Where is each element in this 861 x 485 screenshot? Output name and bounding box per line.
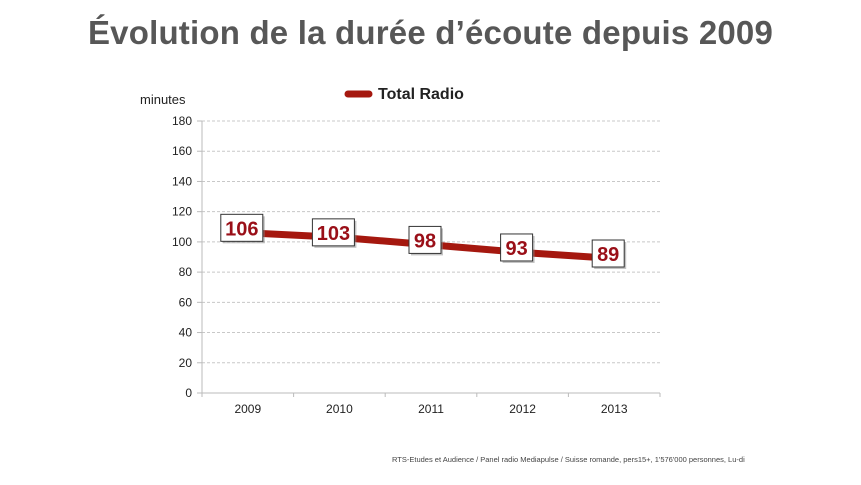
x-tick-label: 2013 (601, 402, 628, 416)
data-label-text: 103 (317, 223, 350, 245)
data-label-box (591, 239, 625, 268)
x-tick-label: 2010 (326, 402, 353, 416)
data-label-box (408, 225, 442, 254)
y-tick-label: 80 (179, 265, 193, 279)
y-tick-label: 60 (179, 295, 193, 309)
y-tick-label: 100 (172, 235, 192, 249)
y-tick-label: 40 (179, 326, 193, 340)
y-tick-label: 20 (179, 356, 193, 370)
y-tick-label: 140 (172, 174, 192, 188)
y-tick-label: 0 (185, 386, 192, 400)
data-label: 89 (591, 239, 627, 270)
data-label-text: 106 (225, 218, 258, 240)
data-label-text: 98 (414, 230, 436, 252)
data-label-box (500, 233, 534, 262)
gridlines (202, 120, 660, 364)
x-tick-label: 2011 (418, 402, 444, 416)
legend: Total Radio (344, 86, 464, 103)
y-tick-labels: 0 20 40 60 80 100 120 140 160 180 (172, 114, 192, 400)
data-label: 93 (500, 233, 535, 263)
x-tick-labels: 2009 2010 2011 2012 2013 (234, 402, 627, 416)
data-labels: 106 103 98 93 89 (220, 213, 627, 270)
data-label: 98 (408, 225, 443, 256)
legend-label: Total Radio (378, 86, 464, 103)
source-note: RTS-Etudes et Audience / Panel radio Med… (392, 455, 745, 464)
y-tick-label: 120 (172, 205, 192, 219)
data-label: 106 (220, 213, 265, 244)
y-tick-label: 180 (172, 114, 192, 128)
data-label-text: 89 (597, 244, 619, 266)
y-axis-label: minutes (140, 92, 186, 107)
data-label: 103 (311, 218, 357, 248)
x-tick-label: 2009 (234, 402, 261, 416)
data-label-text: 93 (505, 238, 527, 260)
page-title: Évolution de la durée d’écoute depuis 20… (87, 14, 774, 51)
data-label-box (220, 213, 264, 242)
y-tick-label: 160 (172, 144, 192, 158)
x-tick-label: 2012 (509, 402, 536, 416)
axes (197, 120, 661, 397)
data-label-box (311, 218, 355, 247)
